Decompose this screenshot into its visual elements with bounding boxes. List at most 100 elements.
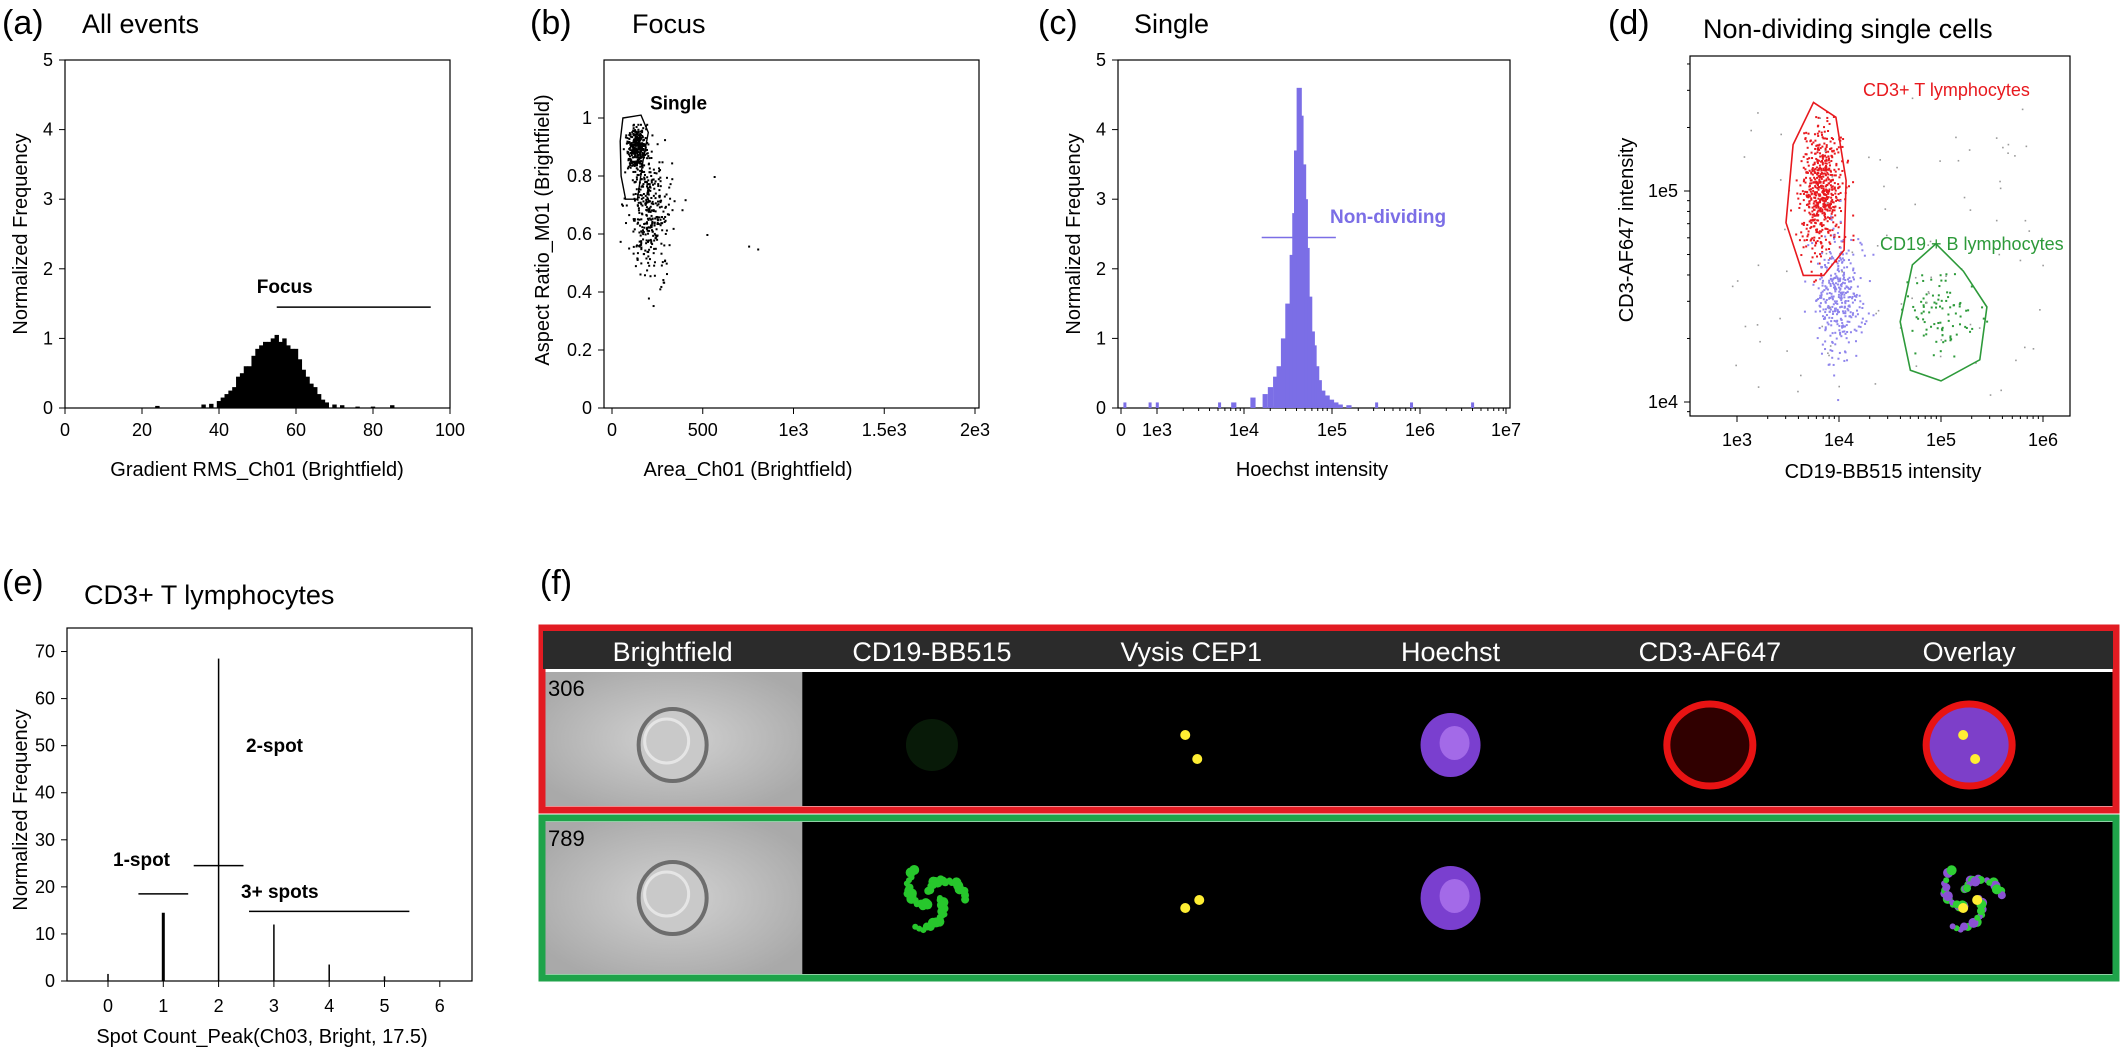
scatter-point [1835,164,1838,167]
scatter-point [660,285,663,288]
x-tick-label: 80 [363,420,383,440]
scatter-point [657,178,660,181]
scatter-point [635,137,638,140]
overlay-signal [1963,884,1972,893]
scatter-point [1806,195,1809,198]
scatter-point [1811,247,1814,250]
scatter-point [684,199,687,202]
scatter-point [1829,274,1832,277]
scatter-point [1802,180,1805,183]
scatter-point [653,182,656,185]
scatter-point [635,156,638,159]
scatter-point [1846,320,1849,323]
scatter-point [632,132,635,135]
scatter-point [1821,210,1824,213]
scatter-point [661,229,664,232]
scatter-point [634,133,637,136]
scatter-point [643,274,646,277]
histogram-bar [217,658,220,981]
scatter-point [636,156,639,159]
scatter-point [1969,330,1972,333]
scatter-point [1839,136,1842,139]
histogram-bar [1285,303,1291,408]
scatter-point [1969,323,1972,326]
scatter-point [646,176,649,179]
histogram-bar [216,401,222,408]
scatter-point [656,204,659,207]
scatter-point [1815,229,1818,232]
scatter-point [1847,258,1850,261]
scatter-point [1814,244,1817,247]
x-tick-label: 1e5 [1317,420,1347,440]
scatter-point [632,163,635,166]
scatter-point [634,144,637,147]
scatter-point [1813,200,1816,203]
scatter-point [1821,225,1824,228]
scatter-point [1959,301,1962,304]
scatter-point [1834,170,1837,173]
scatter-point [1839,317,1842,320]
scatter-point [1816,147,1819,150]
scatter-point [1819,199,1822,202]
scatter-point [1832,115,1835,118]
histogram-bar [297,359,303,408]
scatter-point [1829,252,1832,255]
scatter-point [1821,163,1824,166]
scatter-point [1810,221,1813,224]
scatter-point [1824,166,1827,169]
scatter-point [1818,304,1821,307]
scatter-point [1824,285,1827,288]
scatter-point [1813,168,1816,171]
scatter-point [636,162,639,165]
channel-header-label: CD3-AF647 [1639,637,1782,667]
panel-a-xlabel: Gradient RMS_Ch01 (Brightfield) [110,459,403,481]
scatter-point [651,134,654,137]
scatter-point [637,151,640,154]
scatter-point [631,179,634,182]
scatter-point [640,146,643,149]
scatter-point [1821,161,1824,164]
scatter-point [636,252,639,255]
cd19-signal [909,864,920,875]
scatter-point [1807,233,1810,236]
scatter-point [1935,340,1938,343]
scatter-point [649,189,652,192]
scatter-point [1932,354,1935,357]
scatter-point [1844,325,1847,328]
scatter-point [1816,337,1819,340]
scatter-point [1879,159,1882,161]
scatter-point [1851,251,1854,254]
scatter-point [634,164,637,167]
scatter-point [1823,211,1826,214]
scatter-point [1925,293,1928,296]
scatter-point [1809,190,1812,193]
gate-polygon [1899,242,1988,382]
scatter-point [1958,305,1961,308]
scatter-point [1852,276,1855,279]
scatter-point [1836,319,1839,322]
scatter-point [1953,273,1956,276]
scatter-point [1809,213,1812,216]
histogram-bar [201,404,206,408]
scatter-point [1831,175,1834,178]
scatter-point [2000,389,2002,392]
scatter-point [1847,159,1850,162]
scatter-point [1818,164,1821,167]
scatter-point [1957,159,1960,162]
scatter-point [1827,173,1830,176]
scatter-point [1757,112,1759,114]
scatter-point [1803,310,1806,313]
scatter-point [1852,234,1855,237]
scatter-point [639,153,642,156]
scatter-point [1831,201,1834,204]
scatter-point [636,135,639,138]
scatter-point [1844,312,1847,315]
scatter-point [1864,322,1867,325]
scatter-point [659,176,662,179]
y-tick-label: 0 [1096,398,1106,418]
scatter-point [1819,253,1822,256]
scatter-point [1809,219,1812,222]
cd19-signal [927,917,938,928]
scatter-point [647,232,650,235]
